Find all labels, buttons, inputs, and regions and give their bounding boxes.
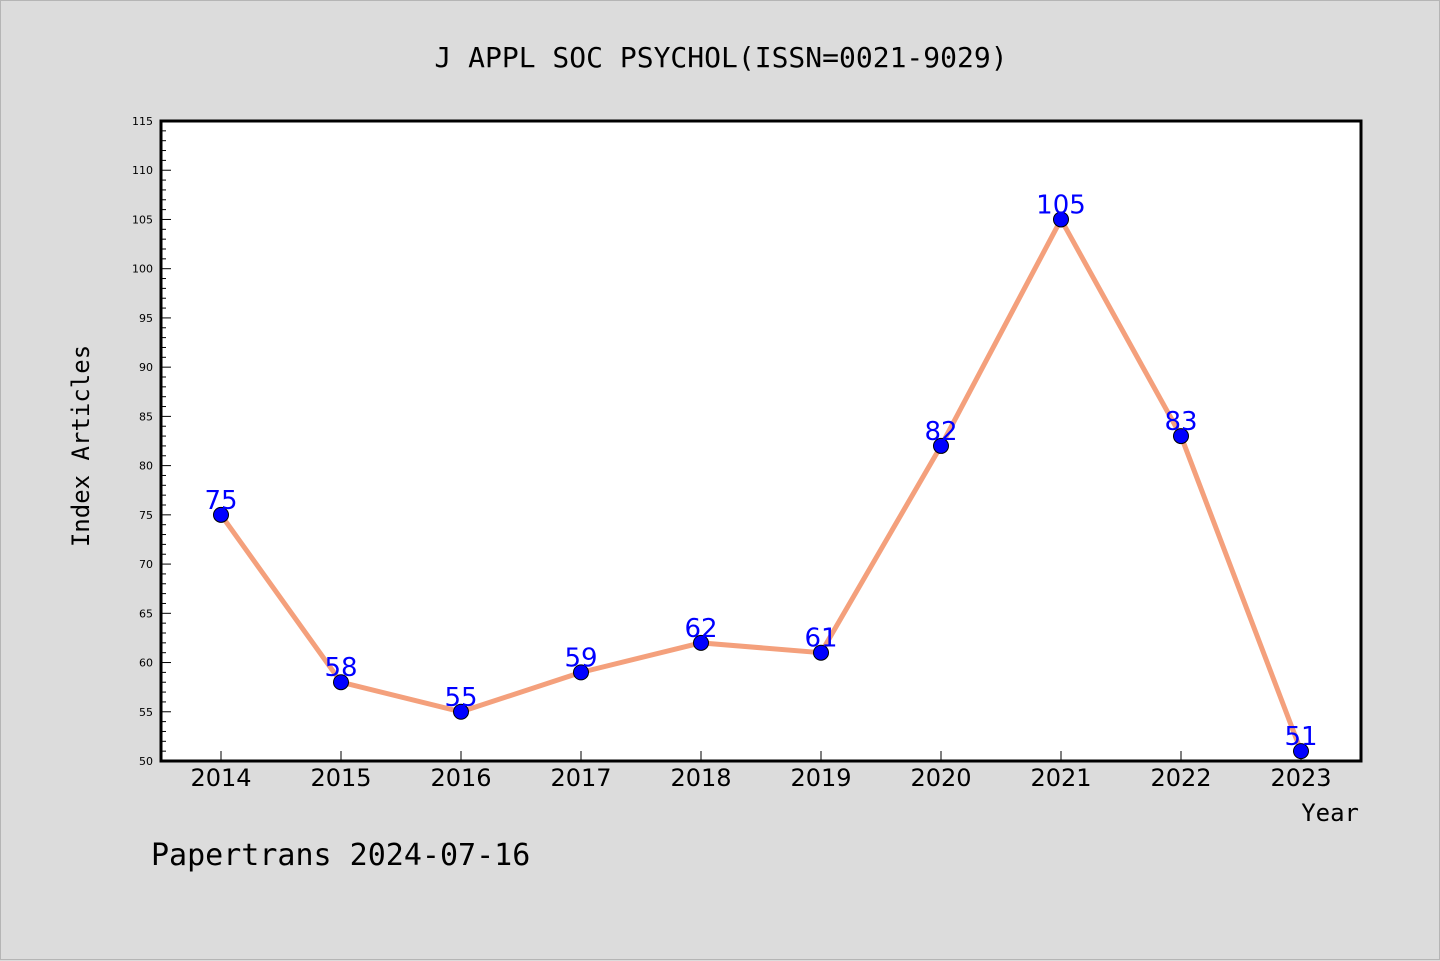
data-label: 62 xyxy=(684,614,717,644)
y-tick-label: 75 xyxy=(139,509,153,522)
plot-area xyxy=(159,119,1363,763)
data-point xyxy=(1173,428,1189,445)
data-label: 82 xyxy=(924,417,957,447)
data-point xyxy=(453,703,469,720)
x-tick-label: 2016 xyxy=(430,764,491,792)
y-tick-label: 65 xyxy=(139,607,153,620)
data-point xyxy=(1053,211,1069,228)
series-line xyxy=(218,216,1304,753)
series-layer: 75 58 55 59 62 61 82 105 83 51 xyxy=(204,190,1318,760)
y-tick-label: 70 xyxy=(139,558,153,571)
data-point xyxy=(1293,743,1309,760)
data-label: 105 xyxy=(1036,190,1086,220)
y-tick-label: 90 xyxy=(139,361,153,374)
data-label: 58 xyxy=(324,653,357,683)
data-label: 83 xyxy=(1164,407,1197,437)
data-point xyxy=(333,674,349,691)
x-tick-label: 2018 xyxy=(670,764,731,792)
footer-text: Papertrans 2024-07-16 xyxy=(151,838,530,873)
data-point xyxy=(693,634,709,651)
y-tick-label: 85 xyxy=(139,410,153,423)
x-axis: 2014 2015 2016 2017 2018 2019 2020 2021 2022 2023 xyxy=(190,751,1332,792)
x-tick-label: 2022 xyxy=(1150,764,1211,792)
y-tick-label: 115 xyxy=(132,115,153,128)
y-tick-label: 100 xyxy=(132,263,153,276)
y-axis: 50 55 60 65 70 75 80 85 90 95 100 105 110 115 xyxy=(132,115,171,768)
x-tick-label: 2014 xyxy=(190,764,251,792)
data-label: 51 xyxy=(1284,722,1317,752)
data-label: 75 xyxy=(204,486,237,516)
y-tick-label: 110 xyxy=(132,164,153,177)
x-tick-label: 2017 xyxy=(550,764,611,792)
x-tick-label: 2021 xyxy=(1030,764,1091,792)
chart-title: J APPL SOC PSYCHOL(ISSN=0021-9029) xyxy=(434,41,1007,74)
data-label: 59 xyxy=(564,643,597,673)
data-point xyxy=(933,437,949,454)
y-tick-label: 80 xyxy=(139,460,153,473)
data-point xyxy=(573,664,589,681)
y-tick-label: 50 xyxy=(139,755,153,768)
x-tick-label: 2015 xyxy=(310,764,371,792)
y-tick-label: 95 xyxy=(139,312,153,325)
y-axis-label: Index Articles xyxy=(67,345,95,547)
x-tick-label: 2019 xyxy=(790,764,851,792)
x-tick-label: 2020 xyxy=(910,764,971,792)
y-tick-label: 55 xyxy=(139,706,153,719)
data-label: 55 xyxy=(444,683,477,713)
y-tick-label: 60 xyxy=(139,657,153,670)
data-point xyxy=(213,506,229,523)
data-label: 61 xyxy=(804,624,837,654)
y-tick-label: 105 xyxy=(132,213,153,226)
data-point xyxy=(813,644,829,661)
x-tick-label: 2023 xyxy=(1270,764,1331,792)
x-axis-label: Year xyxy=(1301,799,1359,827)
